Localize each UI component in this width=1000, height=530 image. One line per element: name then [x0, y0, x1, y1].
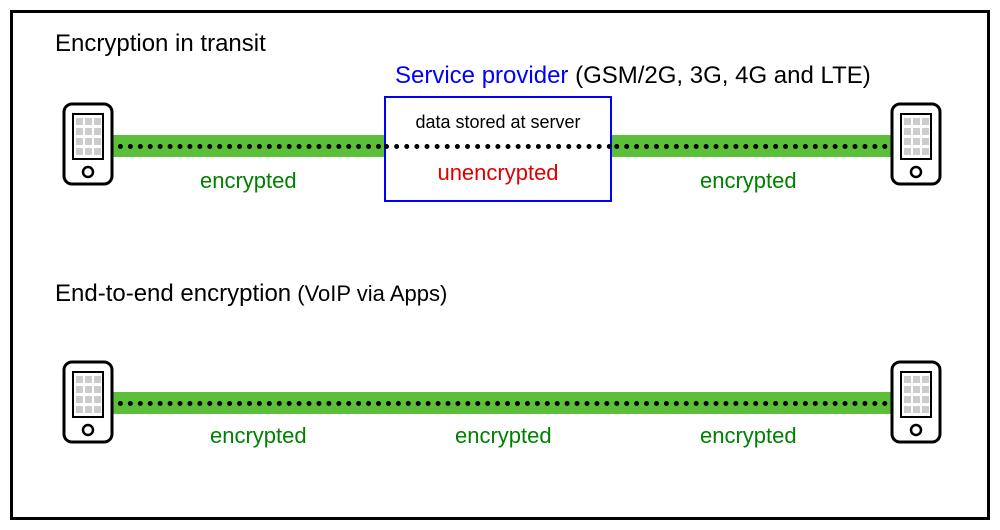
- server-stored-text: data stored at server: [386, 112, 610, 133]
- diagram-canvas: Encryption in transit Service provider (…: [0, 0, 1000, 530]
- server-box: data stored at server unencrypted: [384, 96, 612, 202]
- section1-label-right: encrypted: [700, 168, 797, 194]
- server-inner-dots: [384, 144, 612, 149]
- phone-icon: [890, 102, 942, 186]
- section2-label-2: encrypted: [455, 423, 552, 449]
- section1-title: Encryption in transit: [55, 30, 266, 58]
- section1-label-left: encrypted: [200, 168, 297, 194]
- service-provider-label: Service provider (GSM/2G, 3G, 4G and LTE…: [395, 62, 871, 90]
- section2-label-1: encrypted: [210, 423, 307, 449]
- section2-title: End-to-end encryption (VoIP via Apps): [55, 280, 447, 308]
- phone-icon: [890, 360, 942, 444]
- service-provider-text-black: (GSM/2G, 3G, 4G and LTE): [568, 62, 870, 89]
- section2-title-main: End-to-end encryption: [55, 280, 291, 307]
- section2-title-suffix: (VoIP via Apps): [291, 281, 447, 306]
- server-unencrypted-text: unencrypted: [386, 160, 610, 186]
- phone-icon: [62, 360, 114, 444]
- service-provider-text-blue: Service provider: [395, 62, 568, 89]
- section2-dotted-line: [108, 401, 898, 406]
- section2-label-3: encrypted: [700, 423, 797, 449]
- phone-icon: [62, 102, 114, 186]
